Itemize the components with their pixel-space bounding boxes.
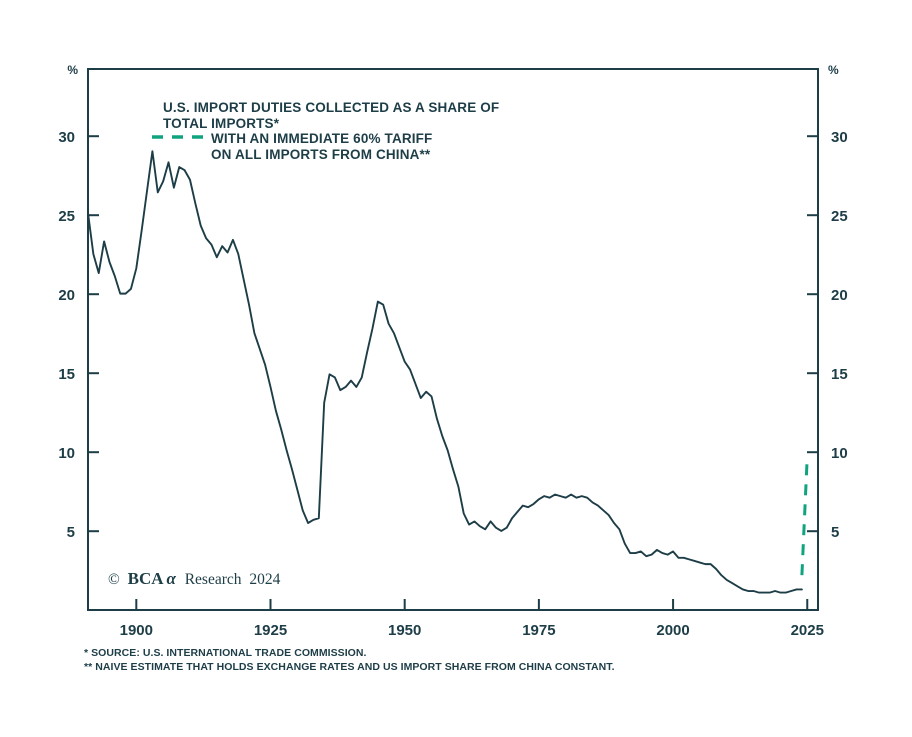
y-axis-right: 5 10 15 20 25 30	[807, 129, 848, 541]
x-axis: 1900 1925 1950 1975 2000 2025	[120, 599, 824, 639]
chart-legend: WITH AN IMMEDIATE 60% TARIFF ON ALL IMPO…	[152, 131, 432, 162]
y-tick-label-left-10: 10	[58, 445, 75, 462]
copyright-brand-alpha: α	[166, 569, 176, 588]
chart-title-block: U.S. IMPORT DUTIES COLLECTED AS A SHARE …	[163, 100, 499, 131]
series-line-forecast	[800, 456, 809, 576]
x-tick-label-2000: 2000	[656, 622, 689, 639]
x-tick-label-1950: 1950	[388, 622, 421, 639]
y-tick-label-left-25: 25	[58, 208, 75, 225]
y-tick-label-right-5: 5	[831, 524, 839, 541]
y-tick-label-right-20: 20	[831, 287, 848, 304]
copyright-symbol: ©	[108, 571, 120, 588]
y-tick-label-left-20: 20	[58, 287, 75, 304]
copyright-brand: BCA	[128, 569, 165, 588]
y-tick-label-left-5: 5	[67, 524, 75, 541]
copyright-brand-suffix: Research	[185, 571, 242, 588]
copyright-year: 2024	[249, 571, 280, 588]
y-axis-left: 5 10 15 20 25 30	[58, 129, 99, 541]
x-tick-label-1925: 1925	[254, 622, 287, 639]
series-line-actual	[87, 150, 803, 594]
chart-title-line-1: U.S. IMPORT DUTIES COLLECTED AS A SHARE …	[163, 100, 499, 115]
legend-label-line-2: ON ALL IMPORTS FROM CHINA**	[211, 147, 431, 162]
y-tick-label-right-10: 10	[831, 445, 848, 462]
footnotes: * SOURCE: U.S. INTERNATIONAL TRADE COMMI…	[84, 647, 615, 673]
y-tick-label-right-25: 25	[831, 208, 848, 225]
x-tick-label-2025: 2025	[791, 622, 824, 639]
copyright-attribution: © BCA α Research 2024	[108, 569, 281, 588]
svg-text:© BCA α Rese: © BCA α Research 2024	[108, 569, 281, 588]
y-tick-label-left-15: 15	[58, 366, 75, 383]
plot-frame	[87, 68, 819, 611]
x-tick-label-1975: 1975	[522, 622, 555, 639]
y-tick-label-right-15: 15	[831, 366, 848, 383]
chart-title-line-2: TOTAL IMPORTS*	[163, 116, 280, 131]
y-axis-unit-right: %	[828, 63, 839, 77]
y-axis-unit-left: %	[67, 63, 78, 77]
x-tick-label-1900: 1900	[120, 622, 153, 639]
footnote-source: * SOURCE: U.S. INTERNATIONAL TRADE COMMI…	[84, 647, 367, 659]
footnote-method: ** NAIVE ESTIMATE THAT HOLDS EXCHANGE RA…	[84, 661, 615, 673]
y-tick-label-right-30: 30	[831, 129, 848, 146]
y-tick-label-left-30: 30	[58, 129, 75, 146]
legend-label-line-1: WITH AN IMMEDIATE 60% TARIFF	[211, 131, 432, 146]
